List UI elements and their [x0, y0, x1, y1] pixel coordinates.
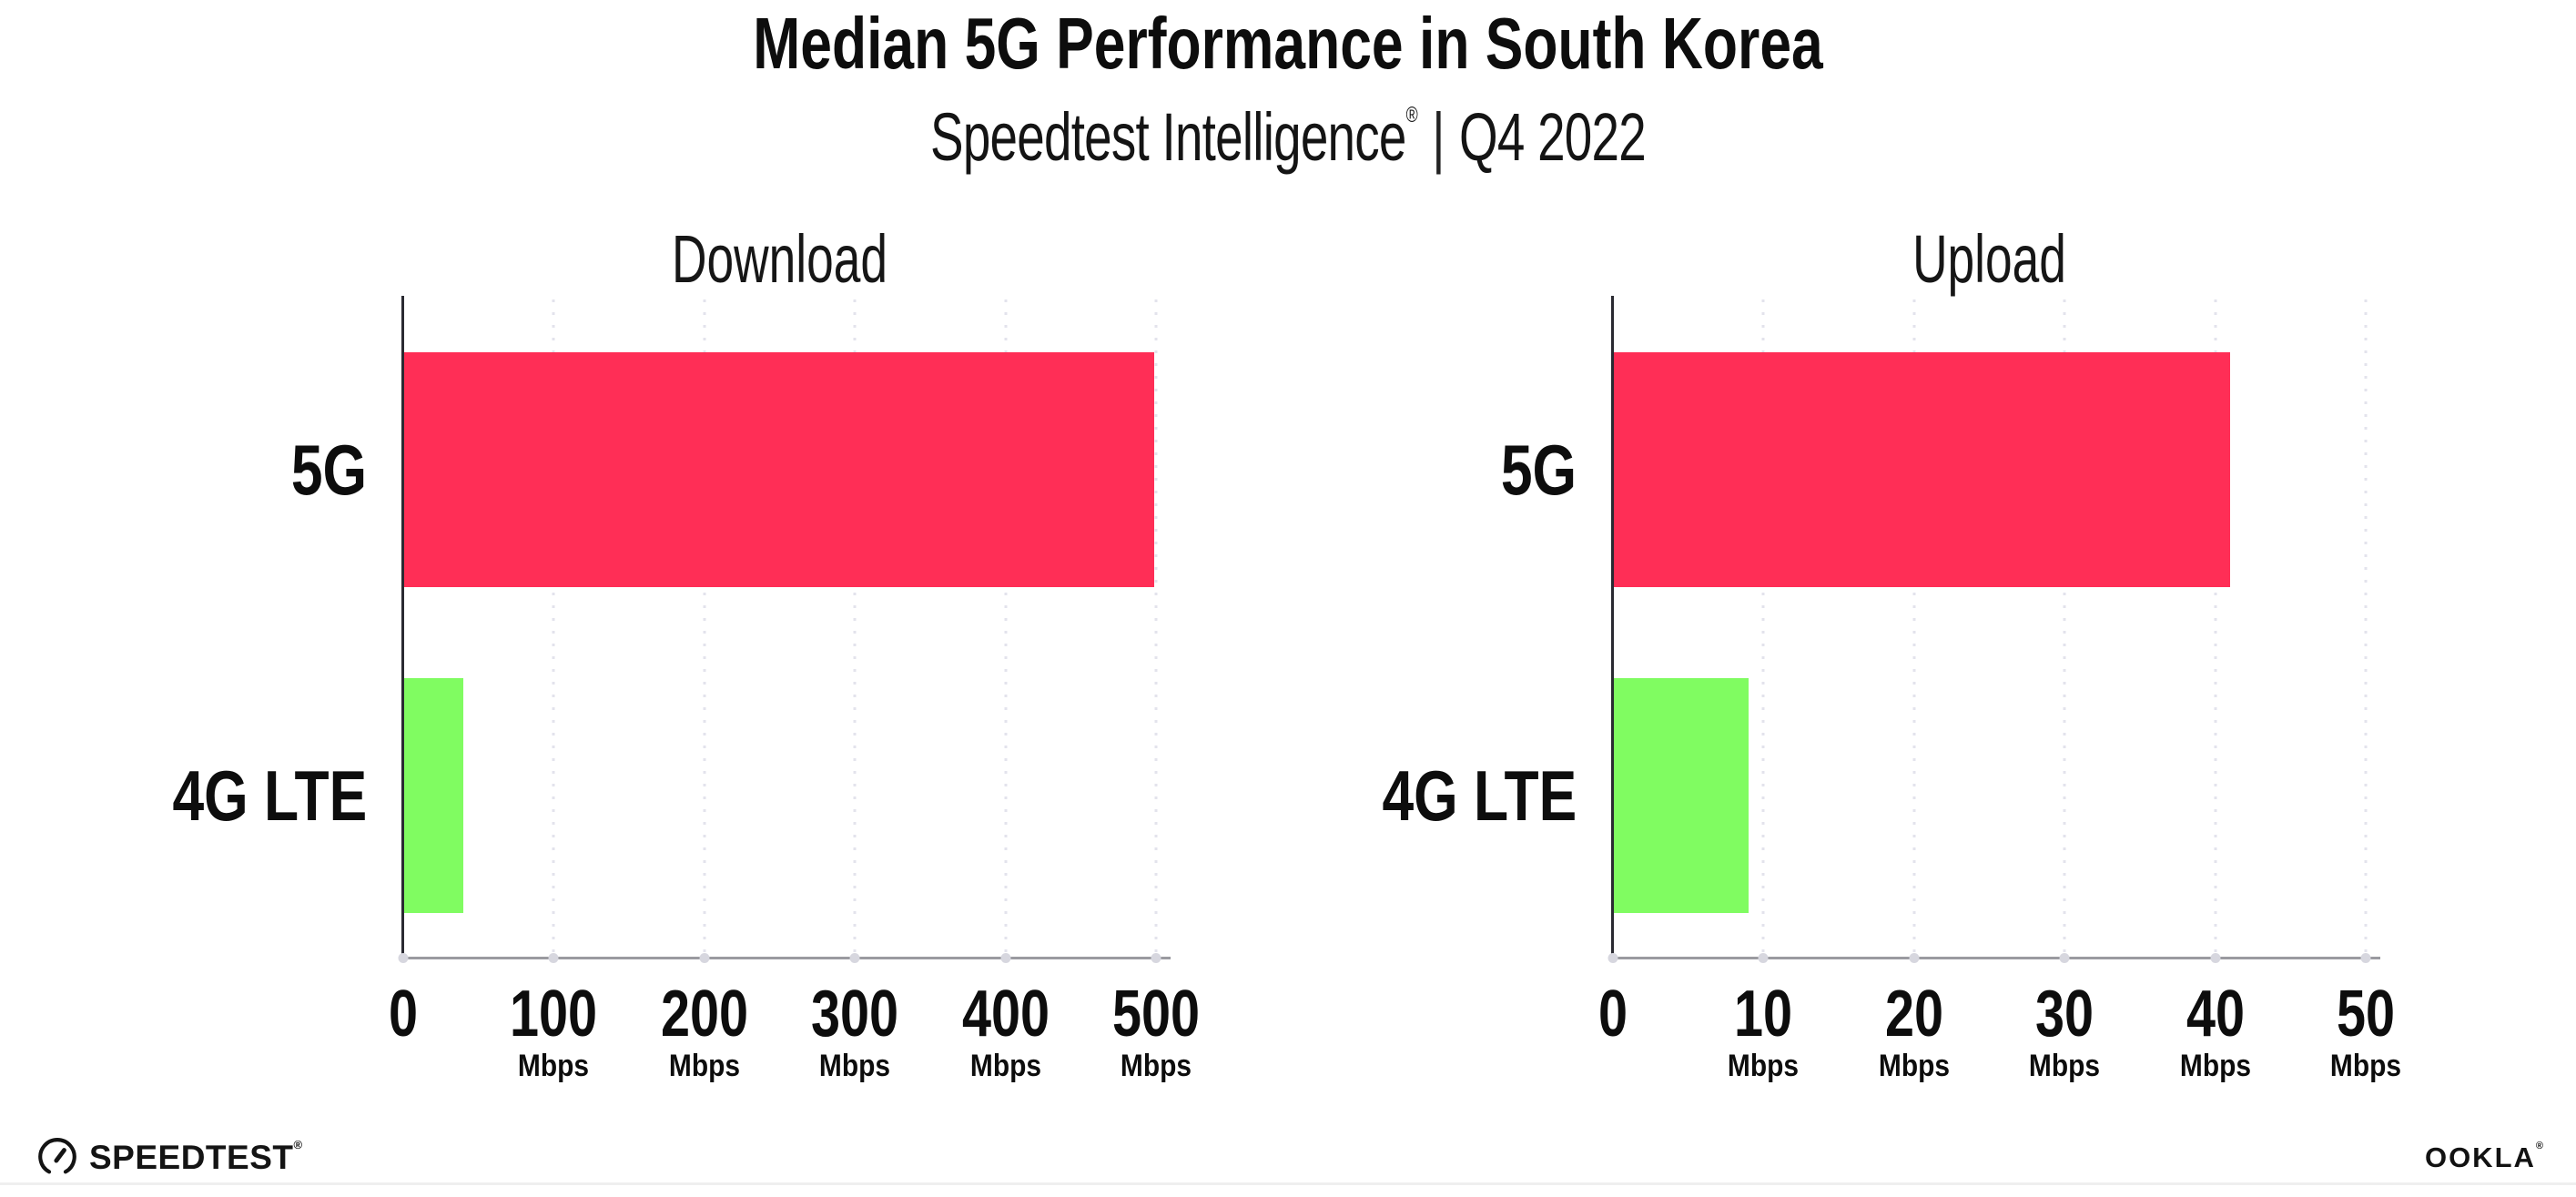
tick-mark-40 [2210, 953, 2221, 963]
bar-5g [403, 352, 1155, 587]
x-tick-label-500: 500 Mbps [1101, 981, 1211, 1081]
subtitle-period: Q4 2022 [1459, 99, 1647, 175]
tick-mark-30 [2059, 953, 2070, 963]
gridline-40 [2214, 299, 2217, 958]
x-tick-value: 50 [2336, 978, 2396, 1050]
row-label-5g: 5G [290, 430, 367, 510]
speedtest-logo: SPEEDTEST® [36, 1136, 303, 1178]
x-tick-label-100: 100 Mbps [499, 981, 608, 1081]
gridline-10 [1761, 299, 1765, 958]
upload-chart-title: Upload [1912, 221, 2066, 297]
x-tick-unit: Mbps [1728, 1049, 1800, 1083]
gridline-500 [1154, 299, 1158, 958]
x-tick-value: 200 [660, 978, 748, 1050]
x-tick-unit: Mbps [2329, 1049, 2402, 1083]
x-tick-label-200: 200 Mbps [650, 981, 759, 1081]
gridline-20 [1912, 299, 1916, 958]
footer: SPEEDTEST® OOKLA® [0, 1131, 2576, 1185]
tick-mark-50 [2360, 953, 2371, 963]
registered-mark: ® [1405, 103, 1418, 127]
x-tick-label-0: 0 [385, 981, 421, 1047]
tick-mark-300 [849, 953, 860, 963]
speedtest-gauge-icon [36, 1136, 78, 1178]
row-label-4g-lte: 4G LTE [1382, 756, 1577, 836]
x-tick-value: 0 [388, 978, 419, 1050]
subtitle-brand: Speedtest Intelligence [930, 99, 1406, 175]
ookla-registered-mark: ® [2535, 1141, 2545, 1151]
x-tick-label-400: 400 Mbps [951, 981, 1060, 1081]
tick-mark-400 [1000, 953, 1011, 963]
x-tick-label-30: 30 Mbps [2024, 981, 2105, 1081]
upload-plot-area: 0 10 Mbps 20 Mbps 30 Mbps 40 Mbps 50 Mbps 5G 4G LTE [1382, 296, 2401, 1081]
x-tick-unit: Mbps [2179, 1049, 2251, 1083]
x-tick-label-50: 50 Mbps [2326, 981, 2407, 1081]
x-tick-unit: Mbps [2029, 1049, 2101, 1083]
gridline-30 [2063, 299, 2066, 958]
row-label-5g: 5G [1500, 430, 1577, 510]
gridline-200 [703, 299, 706, 958]
speedtest-wordmark: SPEEDTEST® [89, 1137, 303, 1176]
download-chart: Download 0 100 Mbps 200 Mbps 300 Mbps 400 Mbps 50… [0, 0, 1200, 1197]
x-tick-value: 500 [1111, 978, 1201, 1050]
x-tick-value: 300 [811, 978, 899, 1050]
x-tick-value: 10 [1734, 978, 1793, 1050]
speedtest-registered-mark: ® [293, 1137, 303, 1151]
x-tick-label-40: 40 Mbps [2175, 981, 2256, 1081]
x-tick-label-300: 300 Mbps [800, 981, 909, 1081]
x-tick-value: 100 [510, 978, 598, 1050]
tick-mark-200 [699, 953, 710, 963]
gridline-100 [552, 299, 555, 958]
bar-5g [1613, 352, 2231, 587]
x-tick-unit: Mbps [1120, 1049, 1192, 1083]
x-tick-unit: Mbps [1878, 1049, 1950, 1083]
bar-4g-lte [403, 678, 464, 913]
bar-4g-lte [1613, 678, 1749, 913]
page-subtitle: Speedtest Intelligence® | Q4 2022 [335, 102, 2241, 173]
x-tick-unit: Mbps [518, 1049, 590, 1083]
x-tick-value: 40 [2186, 978, 2245, 1050]
tick-mark-0 [398, 953, 409, 963]
x-axis-line [401, 957, 1171, 959]
tick-mark-500 [1151, 953, 1161, 963]
upload-chart: Upload 0 10 Mbps 20 Mbps 30 Mbps 40 Mbps 50 Mbps 5G… [1210, 0, 2401, 1197]
gridline-400 [1004, 299, 1008, 958]
row-label-4g-lte: 4G LTE [172, 756, 367, 836]
x-tick-value: 400 [961, 978, 1050, 1050]
bottom-divider [0, 1182, 2576, 1185]
x-tick-value: 0 [1597, 978, 1628, 1050]
gridline-50 [2364, 299, 2368, 958]
download-plot-area: 0 100 Mbps 200 Mbps 300 Mbps 400 Mbps 500 Mbps 5G 4G… [172, 296, 1200, 1081]
download-chart-title: Download [672, 221, 887, 297]
tick-mark-10 [1758, 953, 1769, 963]
tick-mark-20 [1909, 953, 1920, 963]
tick-mark-100 [548, 953, 559, 963]
page-title: Median 5G Performance in South Korea [753, 3, 1823, 84]
ookla-logo: OOKLA® [2424, 1141, 2545, 1173]
gridline-300 [853, 299, 857, 958]
x-tick-label-20: 20 Mbps [1873, 981, 1954, 1081]
subtitle-separator: | [1432, 99, 1445, 175]
x-axis-line [1611, 957, 2380, 959]
x-tick-label-10: 10 Mbps [1723, 981, 1804, 1081]
x-tick-unit: Mbps [969, 1049, 1041, 1083]
x-tick-unit: Mbps [819, 1049, 891, 1083]
x-tick-label-0: 0 [1595, 981, 1631, 1047]
x-tick-unit: Mbps [668, 1049, 740, 1083]
x-tick-value: 20 [1884, 978, 1943, 1050]
x-tick-value: 30 [2035, 978, 2094, 1050]
tick-mark-0 [1607, 953, 1618, 963]
